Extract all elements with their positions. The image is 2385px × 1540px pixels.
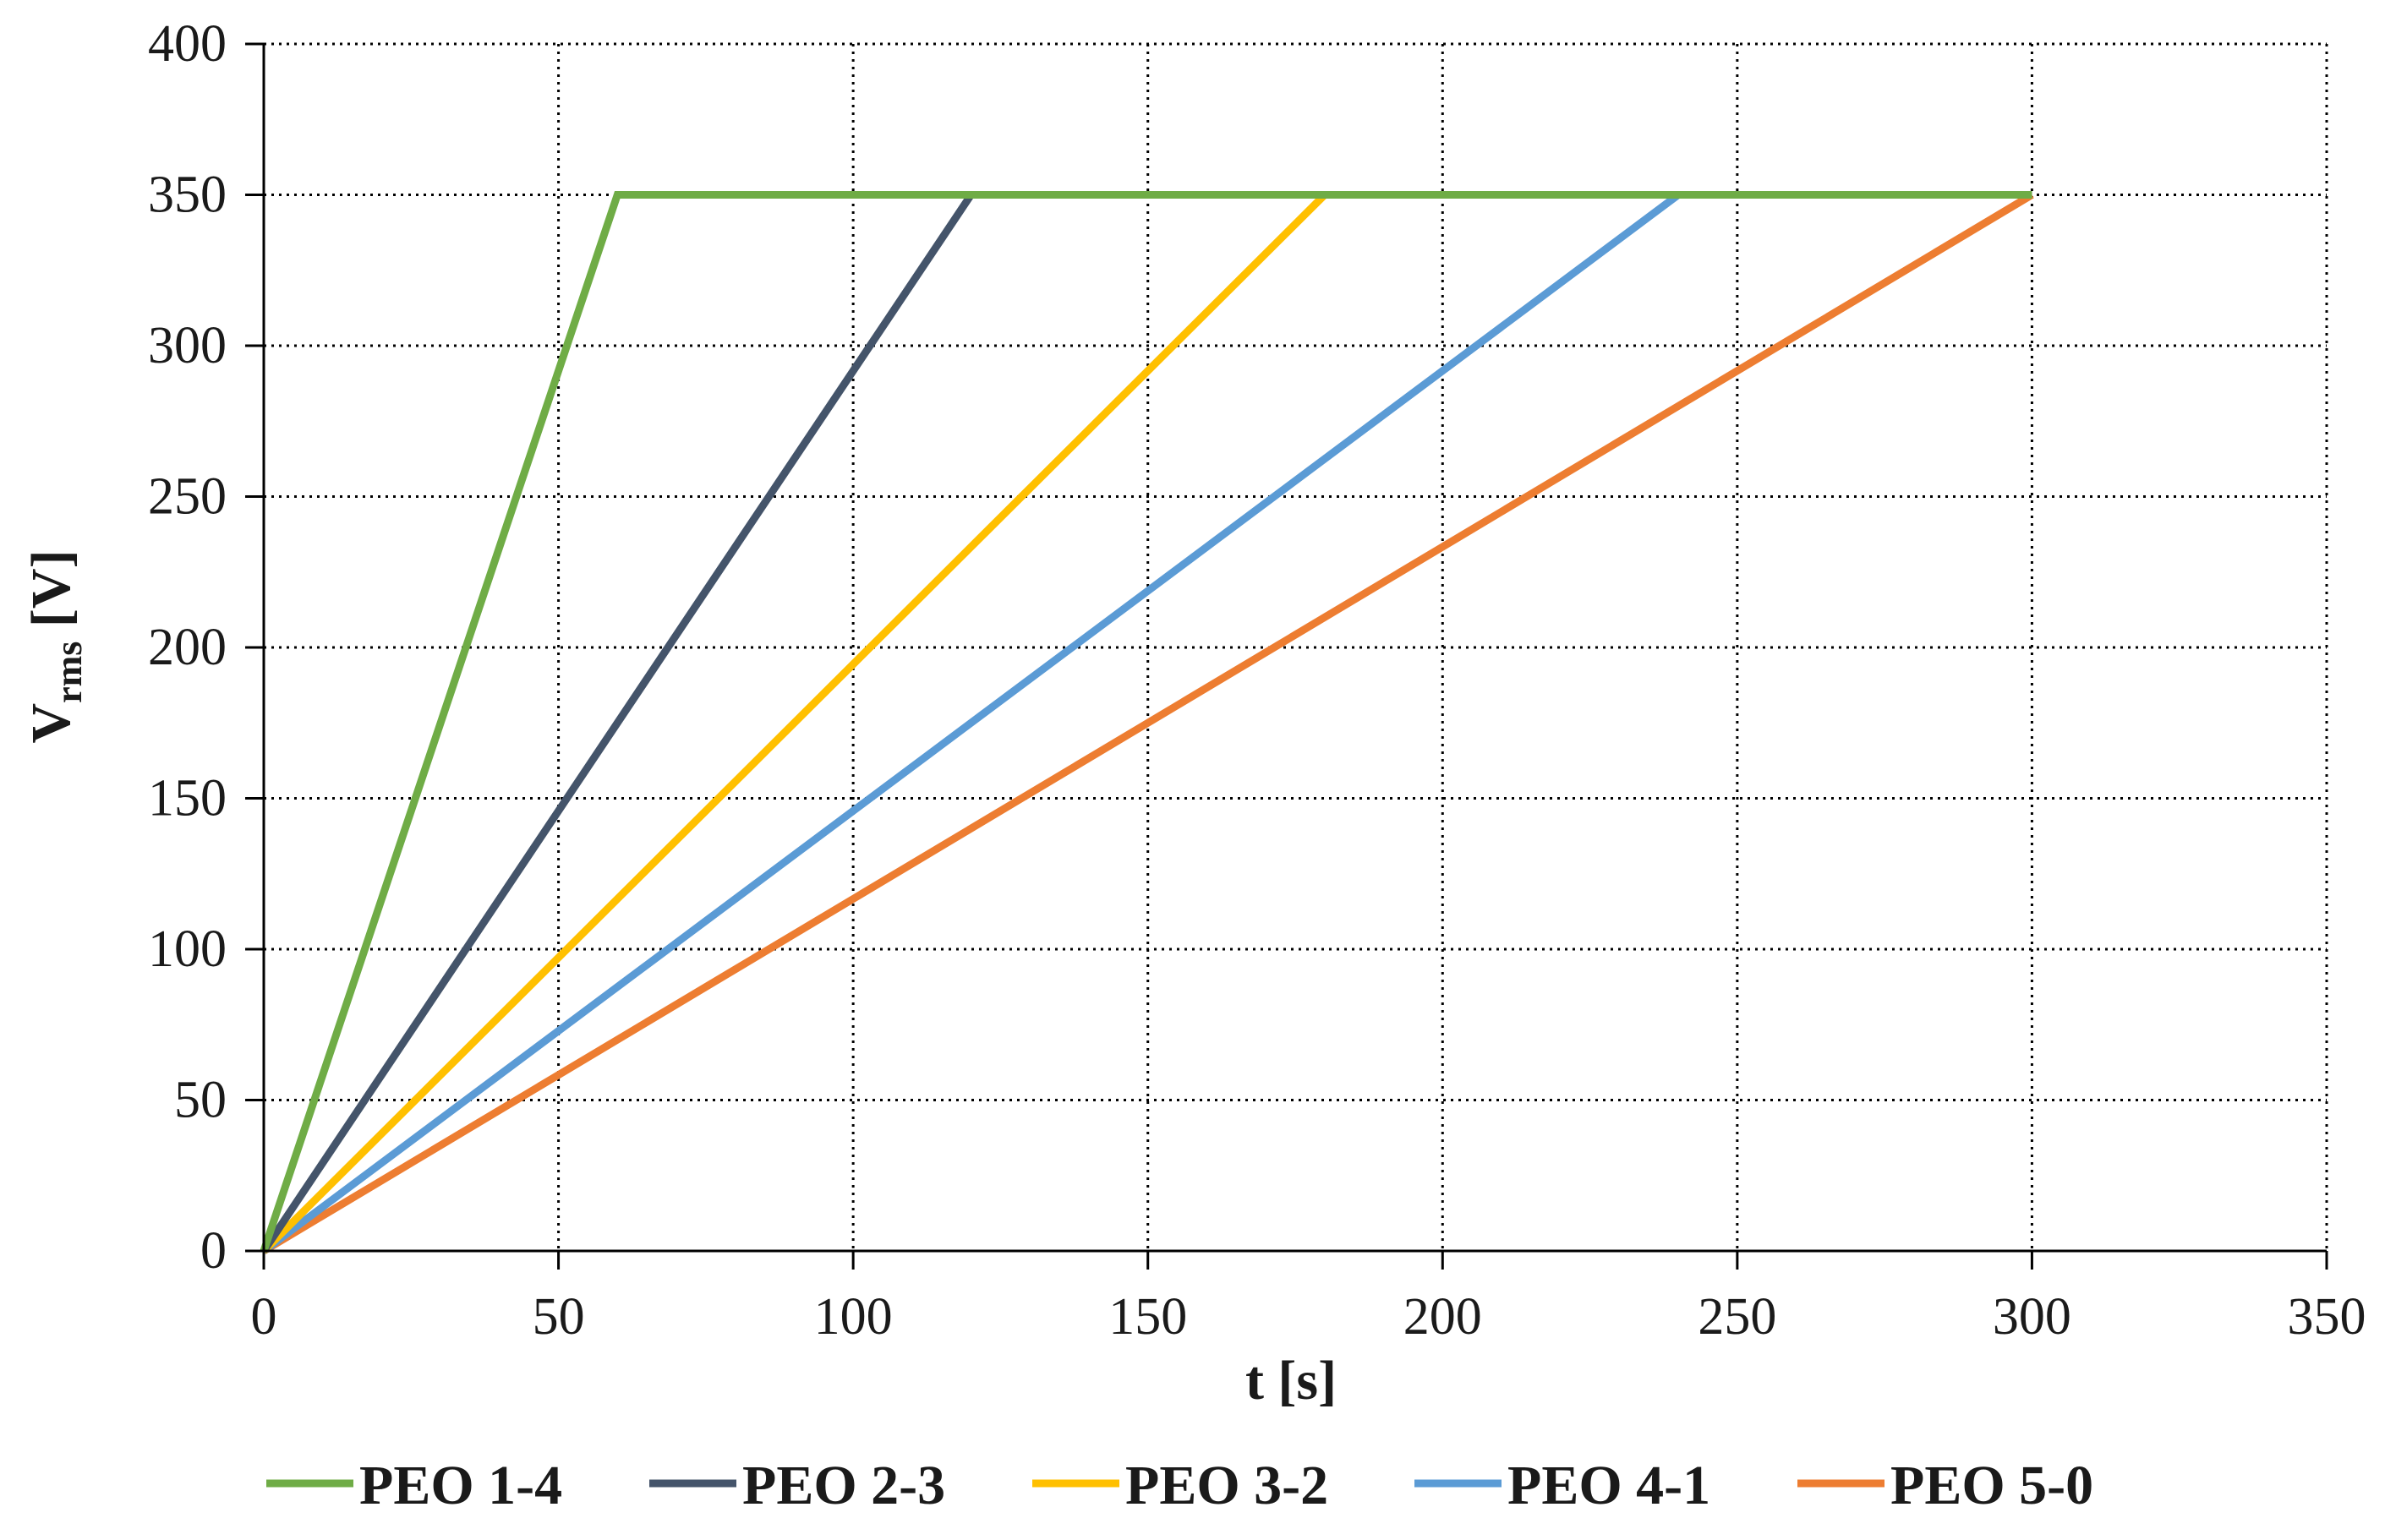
x-axis-title: t [s]	[1245, 1350, 1337, 1412]
y-axis-title-unit: [V]	[20, 549, 82, 641]
series-lines	[260, 191, 2034, 1254]
legend-label-peo-2-3: PEO 2-3	[742, 1455, 945, 1516]
grid	[264, 42, 2328, 1251]
series-line-peo-5-0	[261, 191, 2034, 1254]
x-tick-label-250: 250	[1698, 1288, 1776, 1346]
legend-label-peo-3-2: PEO 3-2	[1125, 1455, 1328, 1516]
y-tick-label-100: 100	[148, 920, 227, 978]
x-tick-label-100: 100	[814, 1288, 893, 1346]
y-tick-label-0: 0	[200, 1222, 227, 1280]
legend: PEO 1-4 PEO 2-3 PEO 3-2 PEO 4-1 PEO 5-0	[266, 1455, 2093, 1516]
y-tick-label-150: 150	[148, 770, 227, 827]
y-tick-label-400: 400	[148, 15, 227, 73]
x-tick-label-50: 50	[533, 1288, 585, 1346]
x-tick-label-200: 200	[1403, 1288, 1482, 1346]
y-tick-label-200: 200	[148, 619, 227, 676]
tick-labels: 0 50 100 150 200 250 300 350 400 0 50 100 150 200 250 3…	[148, 15, 2366, 1346]
y-axis-title-subscript: rms	[48, 642, 90, 703]
legend-label-peo-4-1: PEO 4-1	[1507, 1455, 1710, 1516]
legend-label-peo-1-4: PEO 1-4	[359, 1455, 562, 1516]
x-tick-label-350: 350	[2288, 1288, 2366, 1346]
y-axis-title: Vrms [V]	[20, 549, 90, 743]
y-tick-label-350: 350	[148, 167, 227, 224]
x-tick-label-300: 300	[1993, 1288, 2071, 1346]
series-line-peo-1-4	[260, 191, 2032, 1253]
y-tick-label-300: 300	[148, 317, 227, 374]
legend-label-peo-5-0: PEO 5-0	[1890, 1455, 2093, 1516]
y-tick-label-250: 250	[148, 468, 227, 526]
y-axis-title-main: V	[20, 703, 82, 744]
axes	[245, 42, 2328, 1270]
x-tick-label-0: 0	[251, 1288, 277, 1346]
y-tick-label-50: 50	[174, 1072, 227, 1129]
x-tick-label-150: 150	[1108, 1288, 1187, 1346]
